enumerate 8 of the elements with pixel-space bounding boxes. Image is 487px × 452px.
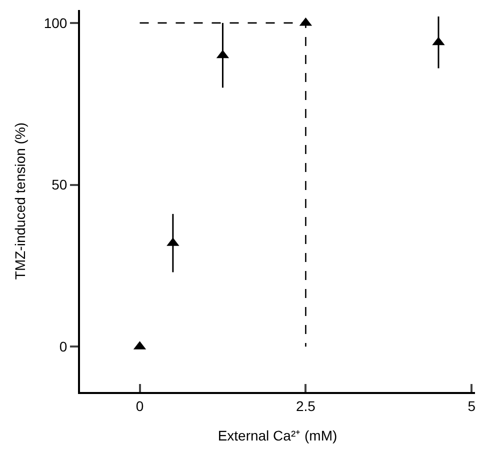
x-axis-title: External Ca²⁺ (mM)	[218, 428, 338, 444]
y-tick-label: 50	[52, 176, 68, 193]
x-tick-label: 5	[468, 398, 476, 414]
x-tick-label: 0	[136, 398, 144, 414]
y-tick-label: 100	[44, 14, 68, 31]
x-tick-label: 2.5	[296, 398, 316, 414]
y-axis-title: TMZ-induced tension (%)	[12, 122, 28, 280]
y-tick-label: 0	[59, 338, 68, 355]
